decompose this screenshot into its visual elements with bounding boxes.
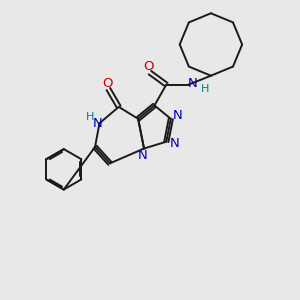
Text: N: N [187,76,197,90]
Text: N: N [170,137,179,150]
Text: N: N [172,109,182,122]
Text: N: N [93,117,103,130]
Text: H: H [201,84,209,94]
Text: O: O [143,60,154,73]
Text: O: O [103,76,113,90]
Text: N: N [138,148,147,162]
Text: H: H [86,112,94,122]
